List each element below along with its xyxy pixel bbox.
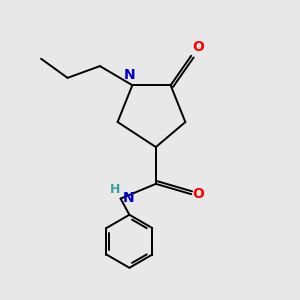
Text: O: O: [193, 40, 205, 54]
Text: N: N: [124, 68, 136, 82]
Text: O: O: [193, 187, 205, 201]
Text: H: H: [110, 183, 120, 196]
Text: N: N: [123, 191, 134, 205]
